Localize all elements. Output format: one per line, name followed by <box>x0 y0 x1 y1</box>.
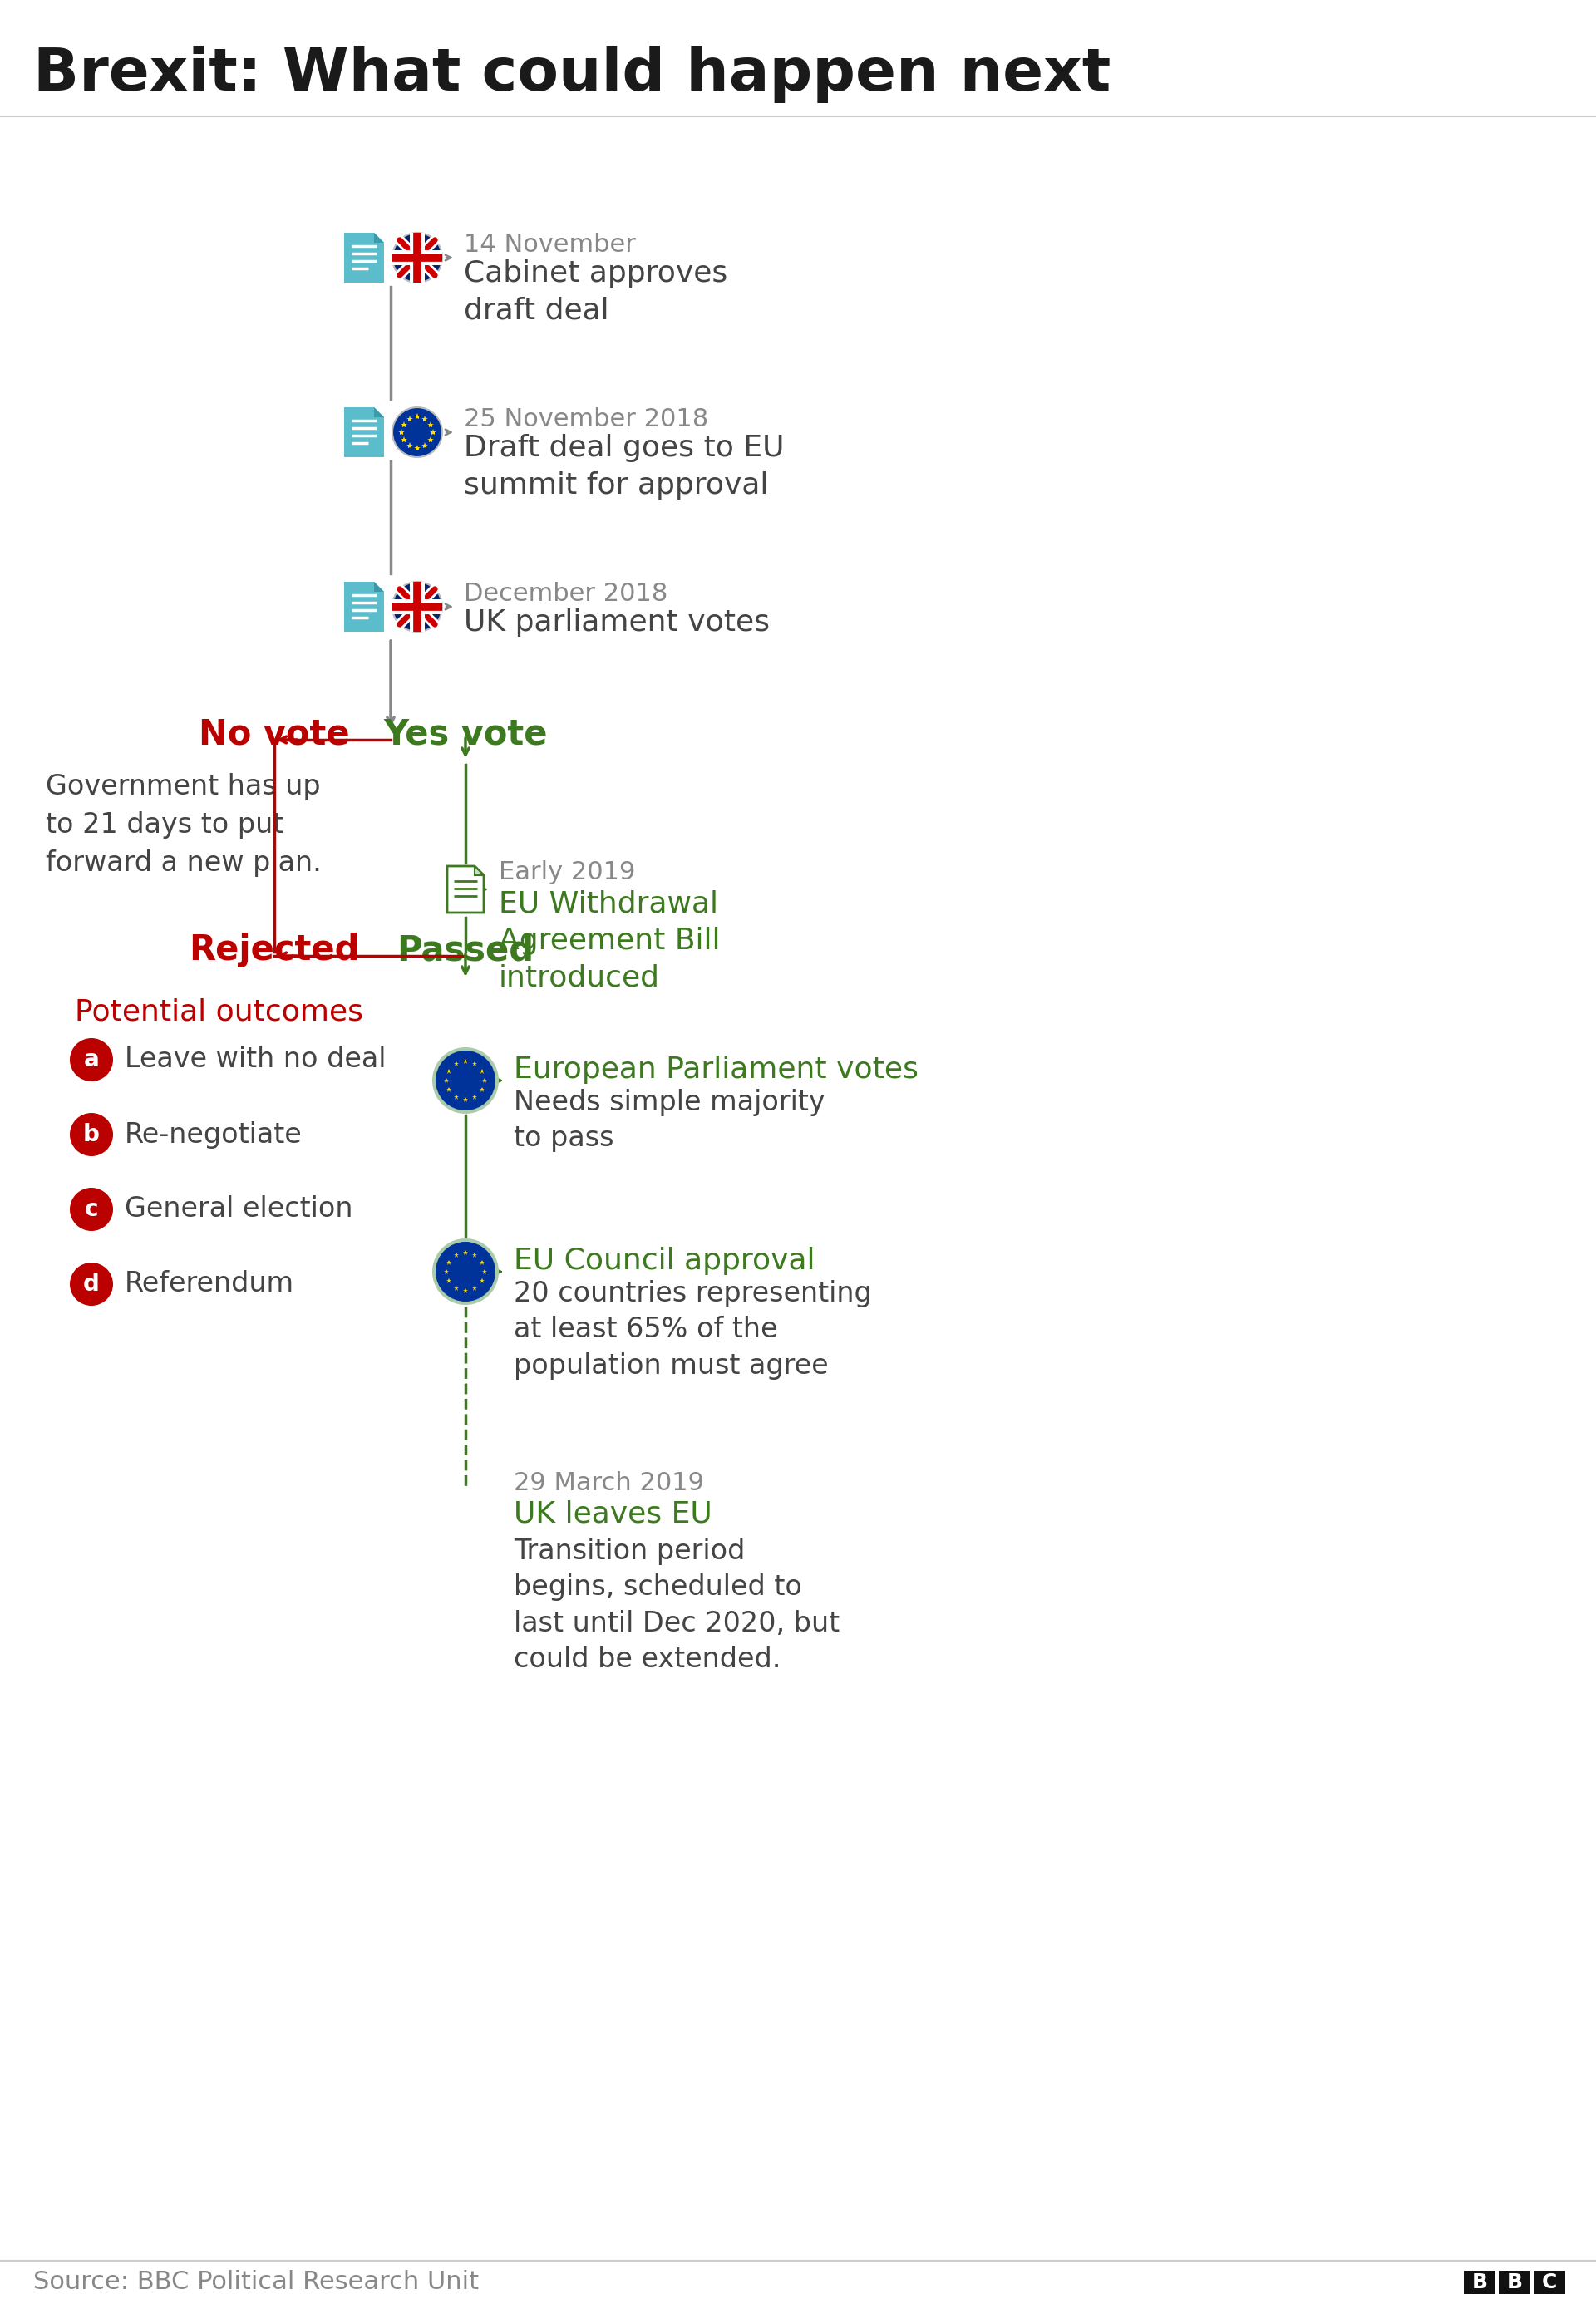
Text: Draft deal goes to EU
summit for approval: Draft deal goes to EU summit for approva… <box>464 433 784 500</box>
Text: Re-negotiate: Re-negotiate <box>124 1120 302 1147</box>
FancyBboxPatch shape <box>1464 2272 1495 2295</box>
Circle shape <box>70 1113 113 1157</box>
Text: b: b <box>83 1122 99 1145</box>
Text: B: B <box>1507 2272 1523 2292</box>
Text: Early 2019: Early 2019 <box>498 859 635 885</box>
Polygon shape <box>373 408 385 417</box>
Circle shape <box>433 1048 498 1113</box>
Text: Brexit: What could happen next: Brexit: What could happen next <box>34 46 1111 104</box>
Text: 25 November 2018: 25 November 2018 <box>464 408 709 431</box>
Text: Cabinet approves
draft deal: Cabinet approves draft deal <box>464 260 728 325</box>
Text: d: d <box>83 1272 99 1295</box>
Text: UK leaves EU: UK leaves EU <box>514 1500 712 1528</box>
Text: 29 March 2019: 29 March 2019 <box>514 1472 704 1495</box>
Circle shape <box>436 1051 495 1111</box>
Text: 20 countries representing
at least 65% of the
population must agree: 20 countries representing at least 65% o… <box>514 1281 871 1380</box>
Circle shape <box>393 233 442 283</box>
Text: c: c <box>85 1198 99 1221</box>
FancyBboxPatch shape <box>1499 2272 1531 2295</box>
Text: Transition period
begins, scheduled to
last until Dec 2020, but
could be extende: Transition period begins, scheduled to l… <box>514 1537 839 1673</box>
Text: European Parliament votes: European Parliament votes <box>514 1055 918 1083</box>
Circle shape <box>70 1039 113 1081</box>
Text: December 2018: December 2018 <box>464 583 667 606</box>
Polygon shape <box>345 583 385 631</box>
Text: Government has up
to 21 days to put
forward a new plan.: Government has up to 21 days to put forw… <box>46 772 321 878</box>
Text: Passed: Passed <box>397 933 535 968</box>
Polygon shape <box>373 583 385 592</box>
Circle shape <box>70 1263 113 1306</box>
Text: 14 November: 14 November <box>464 233 635 256</box>
Text: Source: BBC Political Research Unit: Source: BBC Political Research Unit <box>34 2269 479 2295</box>
Polygon shape <box>345 408 385 456</box>
Circle shape <box>70 1189 113 1230</box>
Polygon shape <box>345 233 385 283</box>
Circle shape <box>433 1240 498 1304</box>
Text: Referendum: Referendum <box>124 1270 294 1297</box>
Text: Needs simple majority
to pass: Needs simple majority to pass <box>514 1090 825 1152</box>
Polygon shape <box>373 233 385 242</box>
Text: UK parliament votes: UK parliament votes <box>464 608 769 636</box>
Text: Potential outcomes: Potential outcomes <box>75 998 364 1025</box>
FancyBboxPatch shape <box>1534 2272 1566 2295</box>
Text: General election: General election <box>124 1196 353 1223</box>
Polygon shape <box>447 866 484 912</box>
Circle shape <box>393 583 442 631</box>
Text: a: a <box>83 1048 99 1071</box>
Text: C: C <box>1542 2272 1558 2292</box>
Text: Yes vote: Yes vote <box>383 717 547 751</box>
Text: B: B <box>1472 2272 1487 2292</box>
Text: EU Council approval: EU Council approval <box>514 1246 816 1274</box>
Text: Rejected: Rejected <box>188 933 359 968</box>
Text: No vote: No vote <box>200 717 350 751</box>
Circle shape <box>393 408 442 456</box>
Text: EU Withdrawal
Agreement Bill
introduced: EU Withdrawal Agreement Bill introduced <box>498 889 720 993</box>
Circle shape <box>436 1242 495 1302</box>
Text: Leave with no deal: Leave with no deal <box>124 1046 386 1074</box>
Polygon shape <box>474 866 484 876</box>
